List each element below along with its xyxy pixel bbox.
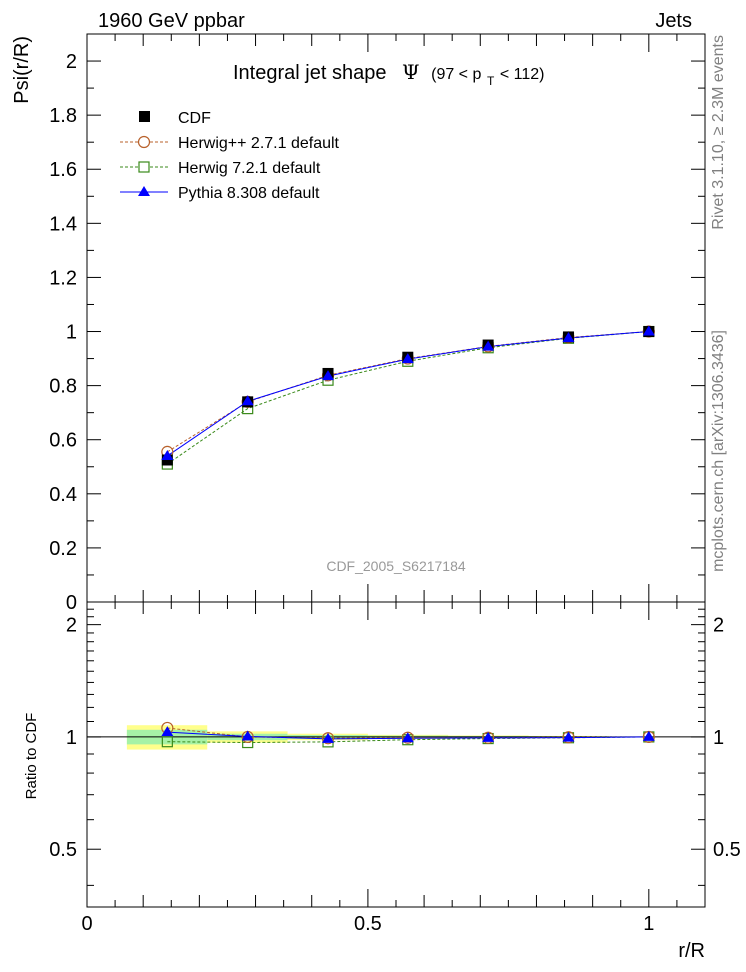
- ratio-plot-frame: [86, 601, 706, 908]
- y-tick-label: 1.2: [49, 267, 77, 289]
- series-line-3: [167, 331, 649, 457]
- y-tick-label: 1.8: [49, 105, 77, 127]
- series-point-3: [562, 332, 575, 343]
- x-tick-label: 0: [81, 913, 92, 935]
- y-axis-label: Psi(r/R): [11, 36, 33, 104]
- ratio-y-tick-label-right: 2: [713, 615, 724, 637]
- ratio-point-3: [401, 732, 414, 743]
- ratio-point-3: [322, 732, 335, 743]
- legend-marker-cdf: [139, 111, 150, 122]
- legend-marker-herwigpp: [137, 135, 151, 149]
- ratio-series: [161, 721, 655, 749]
- ratio-point-3: [161, 726, 174, 737]
- series-point-3: [401, 353, 414, 364]
- ratio-point-2: [161, 736, 173, 748]
- y-tick-label: 1: [66, 322, 77, 344]
- x-tick-label: 0.5: [354, 913, 382, 935]
- legend: CDF Herwig++ 2.7.1 default Herwig 7.2.1 …: [120, 110, 340, 202]
- mcplots-label: mcplots.cern.ch [arXiv:1306.3436]: [710, 330, 727, 572]
- ratio-point-3: [241, 730, 254, 741]
- ratio-point-1: [321, 732, 335, 745]
- analysis-watermark: CDF_2005_S6217184: [326, 558, 466, 574]
- series-point-3: [161, 449, 174, 460]
- legend-marker-herwig7: [138, 161, 150, 173]
- x-axis-labels: 0 0.5 1: [81, 913, 654, 935]
- y-tick-label: 0.4: [49, 484, 77, 506]
- chart-title: Integral jet shape Ψ (97 < p T < 112): [233, 60, 544, 90]
- series-point-3: [642, 325, 655, 336]
- legend-marker-pythia: [138, 186, 150, 196]
- legend-label-herwig7: Herwig 7.2.1 default: [178, 160, 321, 177]
- ratio-y-tick-label-left: 0.5: [49, 839, 77, 861]
- ratio-point-3: [642, 730, 655, 741]
- chart-title-symbol: Ψ: [402, 60, 420, 84]
- series-point-0: [161, 454, 173, 466]
- y-tick-label: 0: [66, 592, 77, 614]
- series-line-1: [167, 331, 649, 453]
- series-point-3: [322, 370, 335, 381]
- header-process-label: Jets: [655, 10, 692, 32]
- ratio-y-tick-label-left: 2: [66, 615, 77, 637]
- chart-title-range-open: (97 < p: [431, 66, 481, 83]
- x-axis-label: r/R: [678, 940, 705, 962]
- series-point-3: [482, 340, 495, 351]
- series-line-2: [167, 331, 649, 465]
- main-series: [161, 325, 655, 470]
- y-tick-label: 0.6: [49, 430, 77, 452]
- ratio-y-axis-label: Ratio to CDF: [23, 713, 40, 800]
- rivet-version-label: Rivet 3.1.10, ≥ 2.3M events: [710, 35, 727, 230]
- ratio-axes: 0.5 0.5 1 1 2 2: [49, 602, 741, 907]
- series-point-3: [241, 395, 254, 406]
- chart-title-text: Integral jet shape: [233, 62, 386, 84]
- y-tick-label: 1.4: [49, 213, 77, 235]
- legend-label-pythia: Pythia 8.308 default: [178, 185, 320, 202]
- y-tick-label: 1.6: [49, 159, 77, 181]
- ratio-y-tick-label-left: 1: [66, 727, 77, 749]
- ratio-point-3: [562, 731, 575, 742]
- chart-title-range-sub: T: [487, 74, 495, 88]
- y-tick-label: 2: [66, 51, 77, 73]
- x-tick-label: 1: [643, 913, 654, 935]
- main-axes: 0 0.2 0.4 0.6 0.8 1 1.2 1.4 1.6 1.8 2: [49, 33, 706, 614]
- y-tick-label: 0.8: [49, 376, 77, 398]
- header-energy-label: 1960 GeV ppbar: [98, 10, 245, 32]
- y-tick-label: 0.2: [49, 538, 77, 560]
- chart-title-range-close: < 112): [500, 66, 545, 83]
- ratio-y-tick-label-right: 0.5: [713, 839, 741, 861]
- legend-label-cdf: CDF: [178, 110, 211, 127]
- ratio-point-3: [482, 731, 495, 742]
- legend-label-herwigpp: Herwig++ 2.7.1 default: [178, 135, 340, 152]
- ratio-y-tick-label-right: 1: [713, 727, 724, 749]
